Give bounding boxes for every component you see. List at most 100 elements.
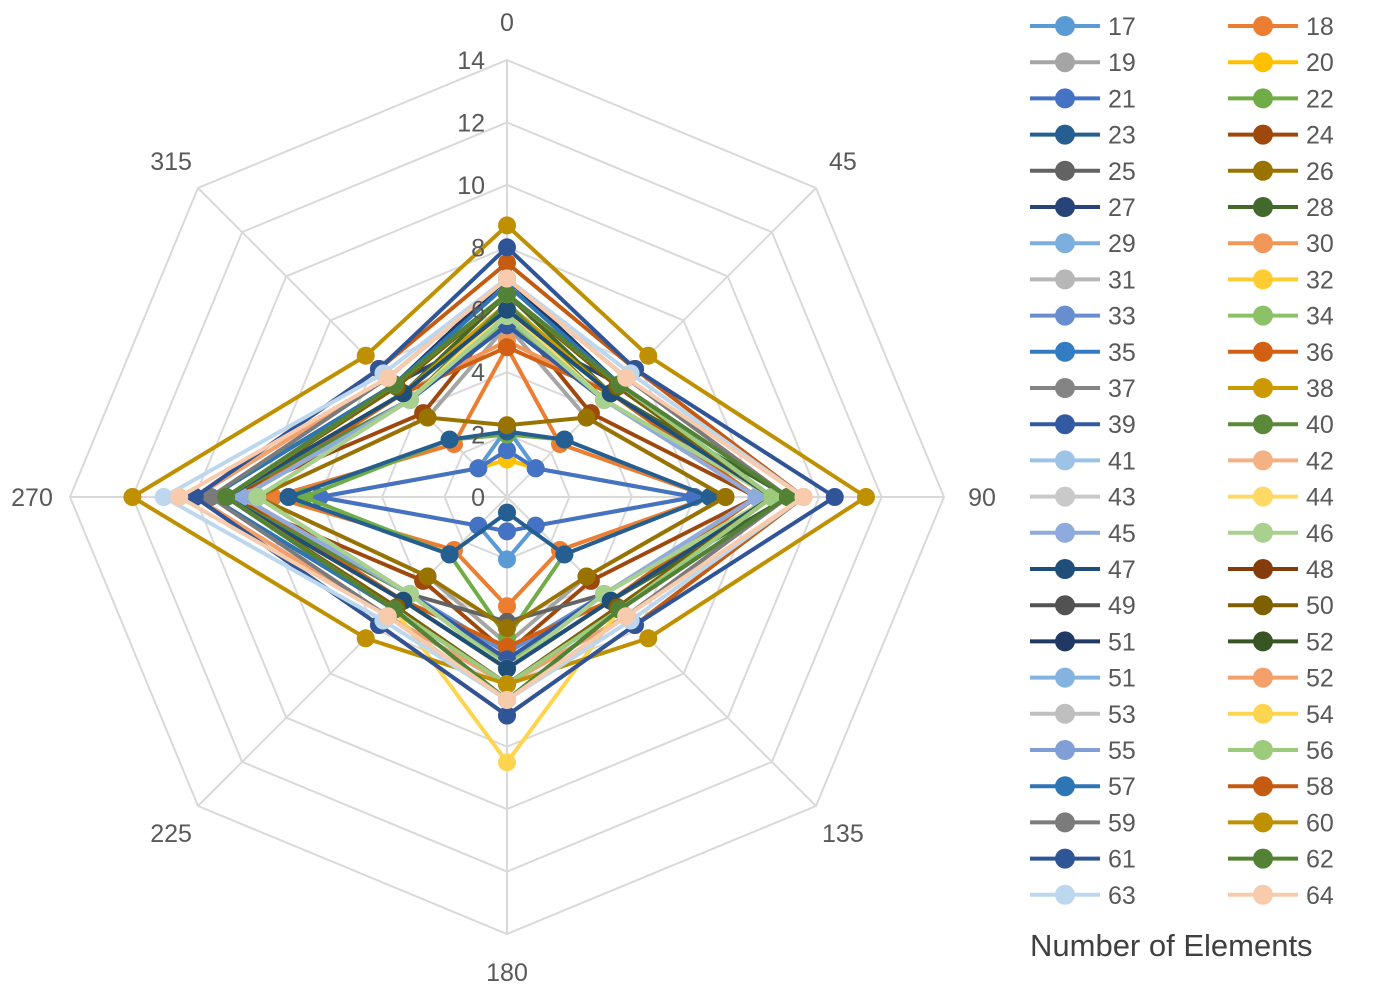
legend-label: 46 <box>1306 520 1334 548</box>
data-point-62-0 <box>498 285 516 304</box>
data-point-46-270 <box>248 488 267 506</box>
legend-label: 26 <box>1306 158 1334 186</box>
legend-label: 51 <box>1108 628 1136 656</box>
data-point-23-135 <box>555 545 574 564</box>
legend-swatch-marker <box>1055 233 1075 254</box>
data-point-47-180 <box>498 659 516 678</box>
legend-swatch-marker <box>1253 88 1273 109</box>
legend-item-63-48: 63 <box>1030 882 1136 910</box>
legend-item-25-8: 25 <box>1030 158 1136 186</box>
legend-item-46-29: 46 <box>1228 520 1334 548</box>
data-point-64-270 <box>170 488 189 506</box>
legend-item-22-5: 22 <box>1228 85 1334 113</box>
legend-label: 56 <box>1306 737 1334 765</box>
legend-label: 53 <box>1108 701 1136 729</box>
legend-swatch-marker <box>1253 884 1273 905</box>
legend-label: 33 <box>1108 303 1136 331</box>
legend-swatch-marker <box>1253 522 1273 543</box>
legend-label: 24 <box>1306 122 1334 150</box>
legend-label: 52 <box>1306 628 1334 656</box>
legend-swatch-marker <box>1253 378 1273 398</box>
legend-label: 50 <box>1306 592 1334 620</box>
legend-item-47-30: 47 <box>1030 556 1136 584</box>
legend-label: 58 <box>1306 773 1334 801</box>
legend-item-58-43: 58 <box>1228 773 1334 801</box>
axis-label-90: 90 <box>968 484 996 512</box>
legend-item-54-39: 54 <box>1228 701 1334 729</box>
data-point-36-0 <box>498 338 516 357</box>
data-point-60-0 <box>498 216 516 235</box>
legend-swatch-marker <box>1253 559 1273 579</box>
legend-item-61-46: 61 <box>1030 846 1136 874</box>
legend-swatch-marker <box>1253 16 1273 36</box>
data-point-64-225 <box>378 607 397 626</box>
legend-label: 25 <box>1108 158 1136 186</box>
legend-item-21-4: 21 <box>1030 85 1136 113</box>
legend-item-51-34: 51 <box>1030 628 1136 656</box>
data-point-58-0 <box>498 253 516 272</box>
legend-label: 51 <box>1108 665 1136 693</box>
legend-item-60-45: 60 <box>1228 809 1334 837</box>
radial-tick-label: 8 <box>471 234 485 262</box>
legend-label: 31 <box>1108 266 1136 294</box>
legend-swatch-marker <box>1253 740 1273 760</box>
legend-item-36-19: 36 <box>1228 339 1334 367</box>
legend-label: 37 <box>1108 375 1136 403</box>
legend-label: 61 <box>1108 846 1136 874</box>
legend-label: 62 <box>1306 846 1334 874</box>
data-point-47-0 <box>498 300 516 319</box>
legend-label: 45 <box>1108 520 1136 548</box>
radial-tick-label: 14 <box>457 47 485 75</box>
legend-label: 60 <box>1306 809 1334 837</box>
legend-label: 43 <box>1108 484 1136 512</box>
data-point-64-45 <box>617 368 636 387</box>
legend-label: 20 <box>1306 49 1334 77</box>
data-point-23-315 <box>440 430 459 449</box>
data-point-60-45 <box>639 346 658 365</box>
axis-label-315: 315 <box>150 148 192 176</box>
legend-label: 47 <box>1108 556 1136 584</box>
legend-label: 28 <box>1306 194 1334 222</box>
data-point-23-225 <box>440 545 459 564</box>
legend-item-18-1: 18 <box>1228 13 1334 41</box>
radar-labels: 0 2 4 6 8 10 12 14 0 45 90 135 180 225 270 315 <box>11 9 996 987</box>
data-point-26-315 <box>418 408 437 427</box>
data-point-60-180 <box>498 675 516 694</box>
legend-label: 23 <box>1108 122 1136 150</box>
legend-label: 49 <box>1108 592 1136 620</box>
data-point-62-90 <box>778 488 797 506</box>
data-point-26-45 <box>577 408 596 427</box>
legend-label: 22 <box>1306 85 1334 113</box>
radial-tick-label: 0 <box>471 484 485 512</box>
legend-swatch-marker <box>1253 269 1273 290</box>
legend-label: 41 <box>1108 447 1136 475</box>
data-point-64-0 <box>498 269 516 288</box>
radial-tick-label: 10 <box>457 172 485 200</box>
legend-swatch-marker <box>1253 450 1273 471</box>
legend-swatch-marker <box>1253 52 1273 73</box>
data-point-60-225 <box>356 629 375 648</box>
data-point-23-270 <box>279 488 298 506</box>
data-point-26-135 <box>577 567 596 586</box>
legend-item-27-10: 27 <box>1030 194 1136 222</box>
legend-label: 63 <box>1108 882 1136 910</box>
legend-swatch-marker <box>1253 486 1273 507</box>
legend-swatch-marker <box>1055 740 1075 760</box>
legend-label: 34 <box>1306 303 1334 331</box>
legend-item-52-37: 52 <box>1228 665 1334 693</box>
series-60-45 <box>123 216 875 694</box>
legend-swatch-marker <box>1055 414 1075 435</box>
legend-swatch-marker <box>1253 305 1273 326</box>
legend-label: 52 <box>1306 665 1334 693</box>
legend-label: 59 <box>1108 809 1136 837</box>
legend-swatch-marker <box>1055 667 1075 688</box>
legend-label: 44 <box>1306 484 1334 512</box>
axis-label-135: 135 <box>822 820 864 848</box>
legend-label: 64 <box>1306 882 1334 910</box>
legend-item-32-15: 32 <box>1228 266 1334 294</box>
legend-item-24-7: 24 <box>1228 122 1334 150</box>
legend-item-23-6: 23 <box>1030 122 1136 150</box>
legend-swatch-marker <box>1253 631 1273 652</box>
radial-tick-label: 4 <box>471 359 485 387</box>
legend-swatch-marker <box>1253 812 1273 833</box>
